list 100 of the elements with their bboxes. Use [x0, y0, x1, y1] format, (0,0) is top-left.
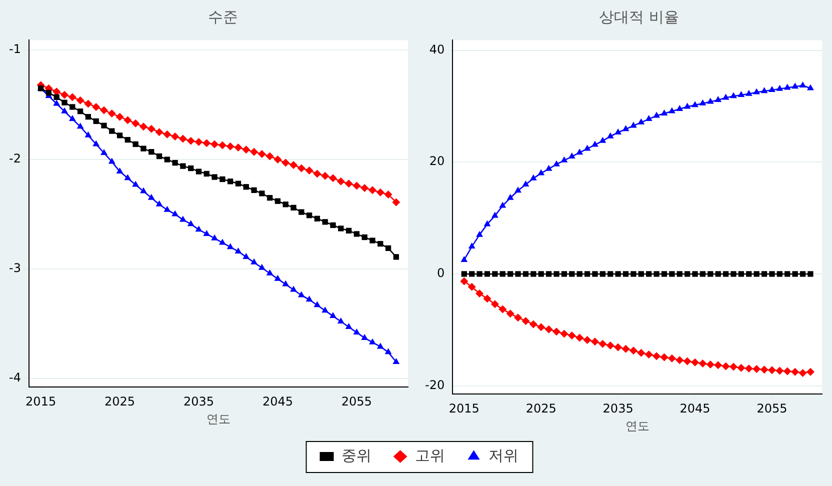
point [212, 174, 218, 180]
point [234, 247, 242, 254]
point [514, 186, 522, 193]
point [218, 141, 226, 150]
point [583, 336, 592, 344]
point [77, 108, 84, 114]
point [676, 271, 682, 277]
point [243, 184, 249, 190]
point [560, 330, 568, 338]
point [393, 254, 399, 260]
point [544, 325, 553, 334]
point [760, 87, 768, 94]
point [352, 182, 361, 190]
point [180, 163, 186, 169]
point [378, 240, 384, 247]
point [644, 350, 653, 358]
chart-title: 수준 [207, 8, 239, 27]
y-tick-label: -2 [8, 152, 21, 166]
point [362, 234, 368, 240]
point [322, 219, 328, 225]
point [345, 322, 352, 329]
point [552, 328, 560, 336]
point [178, 134, 187, 143]
point [306, 212, 312, 218]
point [298, 209, 304, 215]
point [194, 138, 203, 146]
point [692, 101, 698, 108]
point [148, 194, 155, 200]
point [791, 368, 800, 376]
point [730, 92, 737, 98]
point [806, 84, 814, 90]
point [776, 366, 784, 375]
point [60, 90, 68, 99]
point [592, 140, 598, 147]
legend-label: 고위 [414, 446, 445, 464]
point [84, 131, 92, 138]
point [369, 338, 376, 344]
point [266, 269, 274, 276]
point [600, 271, 606, 277]
point [384, 190, 392, 199]
point [629, 346, 638, 355]
point [576, 148, 584, 155]
point [668, 354, 676, 362]
point [196, 168, 202, 174]
x-tick-label: 2025 [104, 394, 136, 409]
point [242, 146, 250, 154]
point [108, 158, 116, 164]
point [499, 202, 506, 208]
point [338, 226, 344, 232]
point [668, 107, 676, 114]
point [622, 344, 630, 353]
point [322, 306, 329, 313]
point [226, 243, 234, 250]
point [738, 91, 745, 98]
point [164, 156, 170, 162]
point [584, 271, 590, 277]
point [330, 222, 336, 228]
point [242, 252, 250, 259]
point [203, 230, 210, 236]
point [476, 230, 483, 237]
point [622, 125, 630, 132]
point [148, 149, 154, 155]
point [768, 86, 776, 92]
y-tick-label: 20 [429, 154, 445, 168]
y-tick-label: 0 [436, 266, 445, 280]
point [68, 93, 76, 102]
point [297, 164, 306, 172]
point [783, 367, 792, 376]
point [376, 188, 384, 196]
point [746, 271, 752, 277]
point [346, 228, 352, 234]
point [706, 98, 714, 104]
point [124, 174, 132, 180]
point [376, 342, 384, 349]
y-tick-label: -3 [8, 261, 21, 276]
point [654, 271, 660, 277]
point [522, 271, 529, 277]
point [806, 368, 814, 376]
point [753, 88, 760, 94]
point [730, 362, 738, 371]
point [100, 148, 108, 155]
point [507, 271, 514, 277]
point [546, 271, 552, 277]
point [661, 271, 668, 277]
point [266, 195, 273, 201]
point [370, 238, 376, 244]
point [132, 180, 140, 187]
point [92, 102, 100, 111]
point [514, 314, 522, 322]
point [116, 168, 124, 174]
point [344, 180, 353, 188]
point [738, 271, 744, 277]
point [722, 362, 730, 370]
point [76, 96, 84, 104]
point [660, 109, 668, 116]
point [761, 271, 768, 277]
point [598, 340, 607, 348]
point [274, 198, 281, 204]
point [708, 271, 714, 277]
point [53, 100, 60, 106]
